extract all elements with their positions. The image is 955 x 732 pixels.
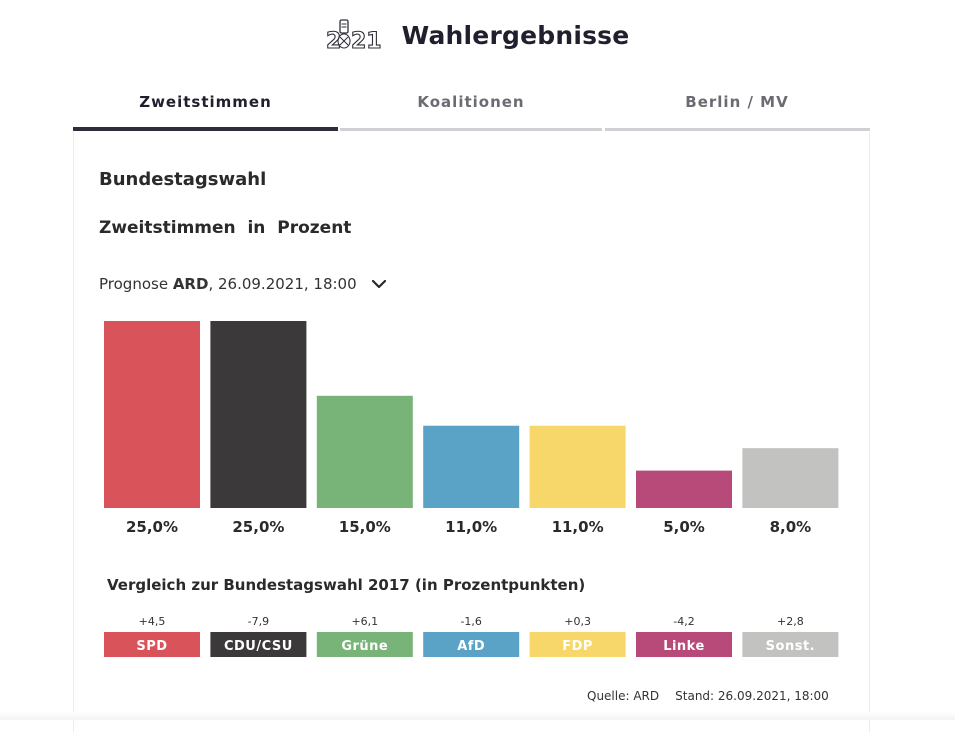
chevron-down-icon [371,278,387,290]
page-title: Wahlergebnisse [401,20,630,50]
tab-underline [605,128,870,131]
tab-bar: Zweitstimmen Koalitionen Berlin / MV [73,76,870,132]
prognose-source: ARD [172,275,209,293]
prognose-dropdown[interactable]: Prognose ARD , 26.09.2021, 18:00 [99,275,387,293]
tab-berlin-mv[interactable]: Berlin / MV [685,93,789,111]
election-logo-icon: 2 21 [326,19,382,52]
prognose-date: , 26.09.2021, 18:00 [208,275,357,293]
header: 2 21 Wahlergebnisse [0,10,955,60]
election-2021-logo: 2 21 [326,18,388,52]
prognose-prefix: Prognose [99,275,173,293]
tab-zweitstimmen[interactable]: Zweitstimmen [139,93,272,111]
bottom-edge [0,712,955,720]
tab-koalitionen[interactable]: Koalitionen [417,93,525,111]
svg-text:21: 21 [351,29,382,52]
svg-text:2: 2 [326,29,341,52]
footer: Quelle: ARD Stand: 26.09.2021, 18:00 [587,689,829,703]
tab-active-indicator [73,127,338,131]
section-heading: Bundestagswahl [99,169,267,190]
footer-source: Quelle: ARD [587,689,660,703]
footer-stand: Stand: 26.09.2021, 18:00 [675,689,829,703]
tab-underline [340,128,602,131]
chart-title: Zweitstimmen in Prozent [99,218,352,238]
